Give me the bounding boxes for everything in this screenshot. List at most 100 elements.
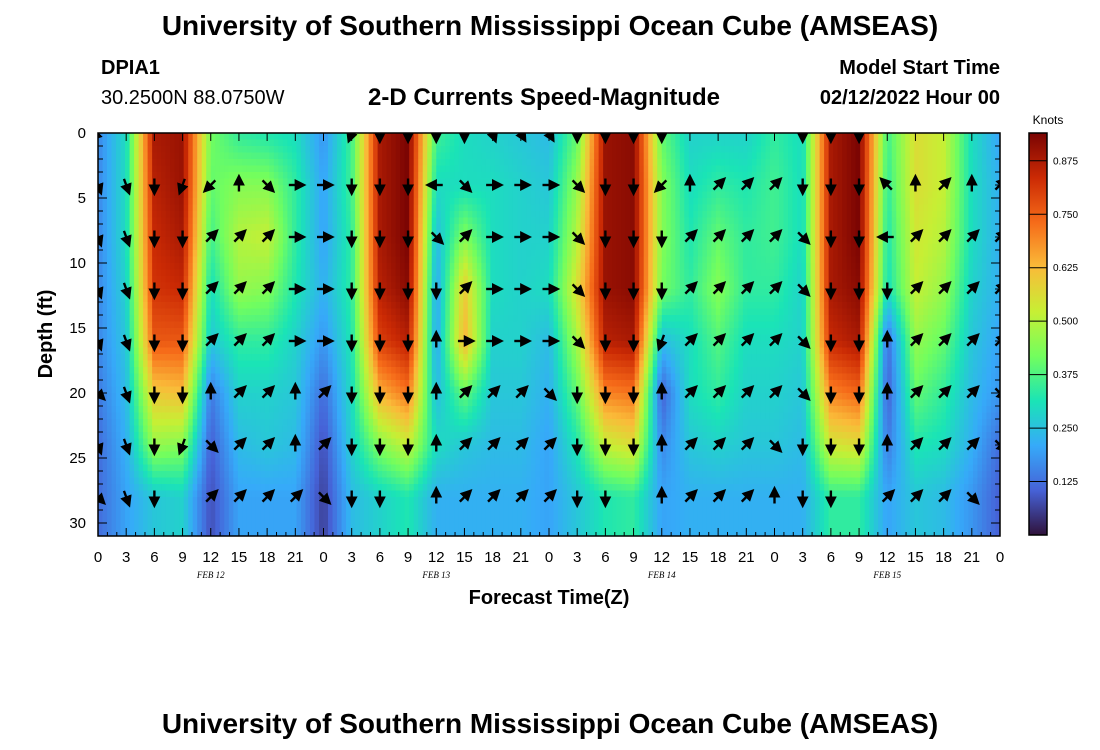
heatmap-cell xyxy=(386,289,392,297)
heatmap-cell xyxy=(490,269,496,277)
heatmap-cell xyxy=(990,243,997,251)
heatmap-cell xyxy=(589,217,595,225)
heatmap-cell xyxy=(968,139,974,147)
heatmap-cell xyxy=(981,178,988,186)
heatmap-cell xyxy=(756,198,762,206)
heatmap-cell xyxy=(179,276,185,284)
heatmap-cell xyxy=(774,139,780,147)
heatmap-cell xyxy=(765,133,771,141)
heatmap-cell xyxy=(170,146,176,154)
heatmap-cell xyxy=(494,198,500,206)
heatmap-cell xyxy=(305,243,311,251)
heatmap-cell xyxy=(147,224,153,232)
heatmap-cell xyxy=(188,204,194,212)
heatmap-cell xyxy=(111,230,117,238)
heatmap-cell xyxy=(851,178,857,186)
heatmap-cell xyxy=(233,165,239,173)
heatmap-cell xyxy=(869,172,875,180)
heatmap-cell xyxy=(679,211,685,219)
heatmap-cell xyxy=(273,263,279,271)
heatmap-cell xyxy=(111,204,117,212)
heatmap-cell xyxy=(341,269,347,277)
heatmap-cell xyxy=(878,165,884,173)
heatmap-cell xyxy=(963,178,970,186)
heatmap-cell xyxy=(409,276,415,284)
heatmap-cell xyxy=(364,230,370,238)
heatmap-cell xyxy=(878,185,884,193)
heatmap-cell xyxy=(972,191,979,199)
heatmap-cell xyxy=(409,230,415,238)
heatmap-cell xyxy=(368,204,374,212)
heatmap-cell xyxy=(255,133,261,141)
heatmap-cell xyxy=(842,237,848,245)
heatmap-cell xyxy=(431,152,437,160)
heatmap-cell xyxy=(517,250,523,258)
heatmap-cell xyxy=(454,165,460,173)
heatmap-cell xyxy=(833,224,839,232)
heatmap-cell xyxy=(887,159,893,167)
heatmap-cell xyxy=(860,263,866,271)
heatmap-cell xyxy=(887,263,893,271)
heatmap-cell xyxy=(612,204,618,212)
heatmap-cell xyxy=(909,256,915,264)
heatmap-cell xyxy=(679,282,685,290)
heatmap-cell xyxy=(909,282,915,290)
heatmap-cell xyxy=(467,263,473,271)
heatmap-cell xyxy=(350,152,356,160)
heatmap-cell xyxy=(404,172,410,180)
heatmap-cell xyxy=(138,243,144,251)
heatmap-cell xyxy=(282,250,289,258)
heatmap-cell xyxy=(720,211,726,219)
heatmap-cell xyxy=(503,243,510,251)
heatmap-cell xyxy=(684,263,690,271)
heatmap-cell xyxy=(391,211,397,219)
heatmap-cell xyxy=(111,152,117,160)
heatmap-cell xyxy=(107,198,113,206)
heatmap-cell xyxy=(567,263,573,271)
heatmap-cell xyxy=(499,282,505,290)
heatmap-cell xyxy=(499,191,505,199)
heatmap-cell xyxy=(427,282,433,290)
heatmap-cell xyxy=(382,230,388,238)
heatmap-cell xyxy=(386,263,392,271)
heatmap-cell xyxy=(810,172,816,180)
heatmap-cell xyxy=(779,237,785,245)
heatmap-cell xyxy=(801,217,807,225)
heatmap-cell xyxy=(300,256,307,264)
heatmap-cell xyxy=(318,185,325,193)
heatmap-cell xyxy=(386,237,392,245)
heatmap-cell xyxy=(535,250,541,258)
heatmap-cell xyxy=(927,256,933,264)
heatmap-cell xyxy=(891,211,897,219)
heatmap-cell xyxy=(580,204,586,212)
heatmap-cell xyxy=(300,152,307,160)
heatmap-cell xyxy=(977,139,983,147)
heatmap-cell xyxy=(756,237,762,245)
heatmap-cell xyxy=(869,263,875,271)
heatmap-cell xyxy=(255,139,261,147)
heatmap-cell xyxy=(558,146,564,154)
heatmap-cell xyxy=(111,282,117,290)
heatmap-cell xyxy=(400,139,406,147)
heatmap-cell xyxy=(661,282,667,290)
heatmap-cell xyxy=(724,139,730,147)
heatmap-cell xyxy=(598,224,604,232)
heatmap-cell xyxy=(215,237,221,245)
heatmap-cell xyxy=(323,152,329,160)
heatmap-cell xyxy=(215,250,221,258)
heatmap-cell xyxy=(972,243,979,251)
heatmap-cell xyxy=(851,276,857,284)
heatmap-cell xyxy=(598,282,604,290)
heatmap-cell xyxy=(143,198,149,206)
heatmap-cell xyxy=(219,146,225,154)
heatmap-cell xyxy=(337,146,343,154)
heatmap-cell xyxy=(567,269,573,277)
heatmap-cell xyxy=(535,230,541,238)
heatmap-cell xyxy=(625,146,631,154)
heatmap-cell xyxy=(639,185,645,193)
heatmap-cell xyxy=(657,159,663,167)
heatmap-cell xyxy=(652,159,658,167)
heatmap-cell xyxy=(945,289,951,297)
heatmap-cell xyxy=(981,204,988,212)
heatmap-cell xyxy=(517,289,523,297)
